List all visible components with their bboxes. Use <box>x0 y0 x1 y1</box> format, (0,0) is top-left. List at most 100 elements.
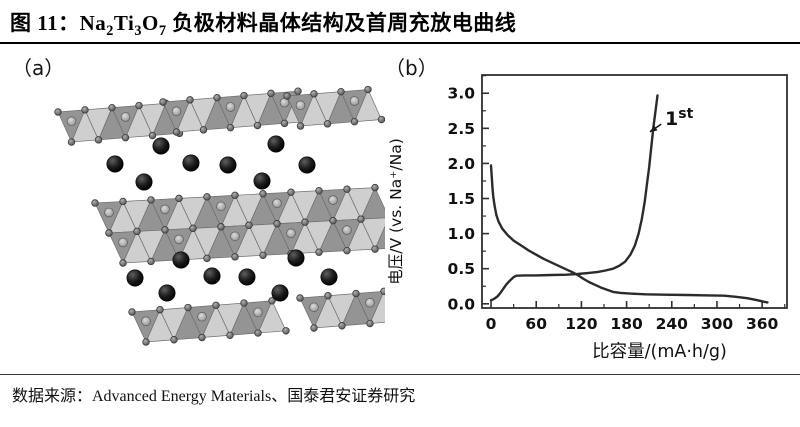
o-atom <box>296 122 305 130</box>
x-tick-label: 120 <box>565 315 598 333</box>
o-atom <box>324 292 332 300</box>
x-tick-label: 60 <box>525 315 547 333</box>
ti-atom <box>328 195 338 205</box>
curve-1st-charge <box>489 94 659 302</box>
o-atom <box>310 90 318 98</box>
o-atom <box>231 191 239 199</box>
o-atom <box>240 299 248 307</box>
formula-subscript: 2 <box>106 23 114 40</box>
formula-subscript: 7 <box>158 23 167 40</box>
ti-atom <box>171 106 182 117</box>
o-atom <box>172 128 181 136</box>
o-atom <box>343 246 351 255</box>
ti-atom <box>272 198 282 208</box>
o-atom <box>128 308 136 316</box>
x-axis-label: 比容量/(mA·h/g) <box>592 342 727 362</box>
o-atom <box>254 329 262 337</box>
na-atom <box>158 284 176 302</box>
annotation-1st: 1st <box>665 106 694 130</box>
ti-atom <box>230 231 240 242</box>
na-atom <box>298 156 316 174</box>
y-tick-label: 3.0 <box>448 85 476 103</box>
o-atom <box>147 196 155 204</box>
ti-atom <box>295 100 306 111</box>
o-atom <box>287 188 295 196</box>
o-atom <box>226 123 235 132</box>
na-atom <box>152 137 170 155</box>
formula-element: Ti <box>113 11 135 35</box>
o-atom <box>81 106 89 114</box>
o-atom <box>231 253 239 261</box>
na-atom <box>126 269 144 287</box>
o-atom <box>377 115 386 124</box>
y-tick-label: 0.0 <box>448 295 476 313</box>
o-atom <box>199 126 208 134</box>
o-atom <box>119 259 127 267</box>
o-atom <box>245 221 253 229</box>
o-atom <box>364 85 372 94</box>
formula-na2ti3o7: Na2Ti3O7 <box>79 11 167 39</box>
o-atom <box>105 229 113 237</box>
o-atom <box>175 194 183 203</box>
figure-title-text: 负极材料晶体结构及首周充放电曲线 <box>166 11 517 35</box>
o-atom <box>94 136 103 144</box>
ti-atom <box>160 204 170 215</box>
footer-divider <box>0 374 800 375</box>
ti-atom <box>225 102 236 112</box>
o-atom <box>226 331 234 339</box>
o-atom <box>283 92 291 100</box>
data-source: 数据来源：Advanced Energy Materials、国泰君安证券研究 <box>12 388 416 405</box>
o-atom <box>156 306 164 314</box>
o-atom <box>213 93 221 102</box>
formula-subscript: 3 <box>134 23 143 40</box>
o-atom <box>203 193 211 201</box>
na-atom <box>172 251 190 269</box>
ti-atom <box>174 234 184 245</box>
o-atom <box>323 120 332 128</box>
x-tick-label: 360 <box>746 315 779 333</box>
o-atom <box>133 227 141 236</box>
o-atom <box>253 121 262 130</box>
na-atom <box>219 156 237 174</box>
o-atom <box>212 301 220 309</box>
o-atom <box>148 131 157 140</box>
y-tick-label: 0.5 <box>448 260 475 278</box>
o-atom <box>343 185 351 193</box>
o-atom <box>147 257 155 266</box>
plot-area: 0 60 120 180 240 300 360 0.0 0.5 1.0 1.5 2.0 2.5 3.0 比… <box>387 74 788 362</box>
o-atom <box>357 215 365 223</box>
y-tick-label: 2.5 <box>448 120 475 138</box>
crystal-structure-figure <box>0 60 407 365</box>
o-atom <box>198 333 206 342</box>
na-atom <box>182 154 200 172</box>
x-tick-label: 0 <box>486 315 497 333</box>
na-atom <box>287 249 305 267</box>
o-atom <box>267 89 275 98</box>
ti-atom <box>141 316 151 327</box>
formula-element: Na <box>79 11 107 35</box>
o-atom <box>108 103 116 112</box>
o-atom <box>273 220 281 228</box>
y-tick-label: 2.0 <box>448 155 476 173</box>
na-atom <box>320 268 338 286</box>
o-atom <box>186 96 194 104</box>
o-atom <box>217 223 225 231</box>
x-tick-label: 180 <box>610 315 643 333</box>
ti-atom <box>253 307 263 318</box>
o-atom <box>170 336 178 344</box>
plot-border <box>481 74 788 309</box>
ti-atom <box>120 112 131 122</box>
ti-atom <box>216 201 226 212</box>
o-atom <box>366 319 374 328</box>
o-atom <box>259 251 267 259</box>
o-atom <box>315 186 323 195</box>
o-atom <box>294 87 302 95</box>
o-atom <box>315 248 323 256</box>
x-tick-label: 240 <box>656 315 689 333</box>
o-atom <box>184 303 192 312</box>
na-atom <box>253 172 271 190</box>
o-atom <box>338 322 346 330</box>
o-atom <box>310 324 318 332</box>
o-atom <box>329 216 337 225</box>
o-atom <box>135 101 143 110</box>
